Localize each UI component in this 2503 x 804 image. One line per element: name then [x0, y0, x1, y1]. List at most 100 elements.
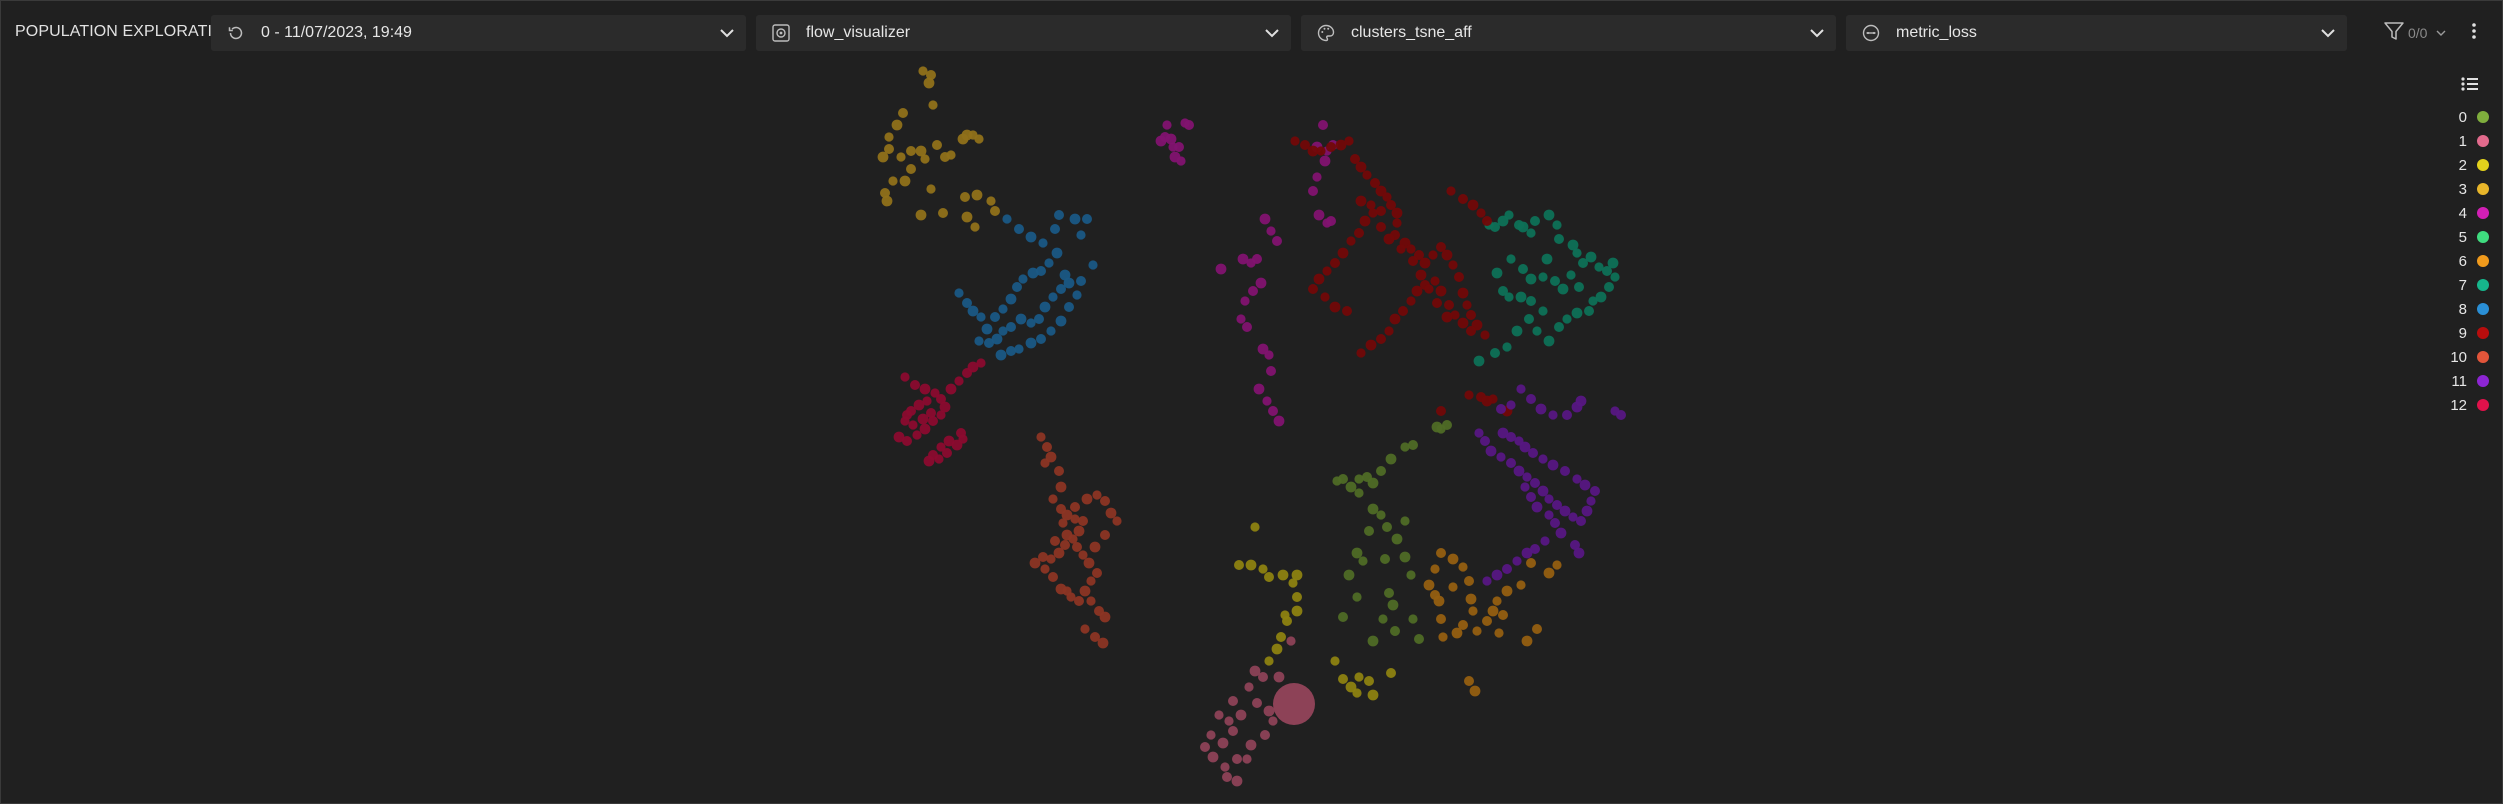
- data-point[interactable]: [1490, 348, 1500, 358]
- data-point[interactable]: [1300, 140, 1310, 150]
- data-point[interactable]: [954, 288, 964, 298]
- data-point[interactable]: [919, 423, 931, 435]
- data-point[interactable]: [1581, 505, 1593, 517]
- data-point[interactable]: [1338, 474, 1348, 484]
- data-point[interactable]: [1406, 244, 1416, 254]
- data-point[interactable]: [1318, 120, 1328, 130]
- list-icon[interactable]: [2461, 76, 2479, 97]
- data-point[interactable]: [1376, 206, 1386, 216]
- data-point[interactable]: [1566, 270, 1576, 280]
- data-point[interactable]: [1595, 291, 1607, 303]
- data-point[interactable]: [1492, 596, 1502, 606]
- data-point[interactable]: [1532, 326, 1542, 336]
- data-point[interactable]: [1574, 282, 1584, 292]
- data-point[interactable]: [1006, 322, 1016, 332]
- data-point[interactable]: [877, 151, 889, 163]
- data-point[interactable]: [1044, 258, 1054, 268]
- legend-item-12[interactable]: 12: [2419, 393, 2489, 417]
- data-point[interactable]: [1235, 709, 1247, 721]
- data-point[interactable]: [884, 144, 894, 154]
- data-point[interactable]: [1027, 267, 1039, 279]
- cluster-selector[interactable]: clusters_tsne_aff: [1301, 15, 1836, 51]
- data-point[interactable]: [1264, 656, 1274, 666]
- data-point[interactable]: [1069, 213, 1081, 225]
- data-point[interactable]: [1376, 334, 1386, 344]
- data-point[interactable]: [942, 448, 952, 458]
- data-point[interactable]: [1059, 269, 1071, 281]
- data-point[interactable]: [1277, 569, 1289, 581]
- data-point[interactable]: [1514, 436, 1524, 446]
- data-point[interactable]: [1056, 284, 1066, 294]
- legend-item-7[interactable]: 7: [2419, 273, 2489, 297]
- data-point[interactable]: [1575, 395, 1587, 407]
- legend-item-8[interactable]: 8: [2419, 297, 2489, 321]
- data-point[interactable]: [1076, 276, 1086, 286]
- data-point[interactable]: [1162, 120, 1172, 130]
- data-point[interactable]: [1319, 155, 1331, 167]
- data-point[interactable]: [1039, 301, 1051, 313]
- data-point[interactable]: [1058, 518, 1068, 528]
- data-point[interactable]: [995, 349, 1007, 361]
- data-point[interactable]: [971, 189, 983, 201]
- data-point[interactable]: [1264, 350, 1274, 360]
- data-point[interactable]: [1554, 322, 1564, 332]
- data-point[interactable]: [1224, 716, 1234, 726]
- data-point[interactable]: [1355, 161, 1367, 173]
- data-point[interactable]: [1046, 326, 1056, 336]
- data-point[interactable]: [981, 323, 993, 335]
- data-point[interactable]: [915, 209, 927, 221]
- data-point[interactable]: [1568, 512, 1578, 522]
- data-point[interactable]: [1532, 624, 1542, 634]
- data-point[interactable]: [1585, 251, 1597, 263]
- data-point[interactable]: [1562, 314, 1572, 324]
- data-point[interactable]: [1560, 466, 1570, 476]
- data-point[interactable]: [1364, 526, 1374, 536]
- data-point[interactable]: [1408, 614, 1418, 624]
- data-point[interactable]: [1259, 213, 1271, 225]
- data-point[interactable]: [1200, 742, 1210, 752]
- data-point[interactable]: [1036, 266, 1046, 276]
- data-point[interactable]: [1451, 627, 1463, 639]
- data-point[interactable]: [1240, 296, 1250, 306]
- data-point[interactable]: [1506, 458, 1516, 468]
- data-point[interactable]: [1480, 330, 1490, 340]
- data-point[interactable]: [1276, 632, 1286, 642]
- data-point[interactable]: [1538, 306, 1548, 316]
- data-point[interactable]: [1610, 272, 1620, 282]
- data-point[interactable]: [1441, 249, 1453, 261]
- data-point[interactable]: [1217, 737, 1229, 749]
- data-point[interactable]: [1050, 224, 1060, 234]
- data-point[interactable]: [1244, 682, 1254, 692]
- data-point[interactable]: [1466, 310, 1476, 320]
- data-point[interactable]: [1466, 326, 1476, 336]
- data-point[interactable]: [1055, 315, 1067, 327]
- data-point[interactable]: [1088, 260, 1098, 270]
- data-point[interactable]: [1290, 136, 1300, 146]
- data-point[interactable]: [1498, 610, 1508, 620]
- data-point[interactable]: [1089, 541, 1101, 553]
- data-point[interactable]: [1359, 215, 1371, 227]
- data-point[interactable]: [1046, 554, 1056, 564]
- data-point[interactable]: [1496, 452, 1506, 462]
- data-point[interactable]: [1252, 254, 1262, 264]
- data-point[interactable]: [1604, 282, 1614, 292]
- data-point[interactable]: [1376, 222, 1386, 232]
- data-point[interactable]: [1282, 616, 1292, 626]
- data-point[interactable]: [926, 408, 936, 418]
- data-point[interactable]: [943, 435, 955, 447]
- data-point[interactable]: [1368, 208, 1378, 218]
- data-point[interactable]: [1436, 614, 1446, 624]
- data-point[interactable]: [1061, 529, 1073, 541]
- data-point[interactable]: [1060, 540, 1070, 550]
- data-point[interactable]: [1330, 258, 1340, 268]
- data-point[interactable]: [1061, 509, 1073, 521]
- data-point[interactable]: [1313, 209, 1325, 221]
- data-point[interactable]: [1322, 266, 1332, 276]
- data-point[interactable]: [1467, 199, 1479, 211]
- legend-item-3[interactable]: 3: [2419, 177, 2489, 201]
- data-point[interactable]: [970, 222, 980, 232]
- data-point[interactable]: [1501, 585, 1513, 597]
- data-point[interactable]: [967, 361, 979, 373]
- data-point[interactable]: [1242, 754, 1252, 764]
- data-point[interactable]: [936, 442, 946, 452]
